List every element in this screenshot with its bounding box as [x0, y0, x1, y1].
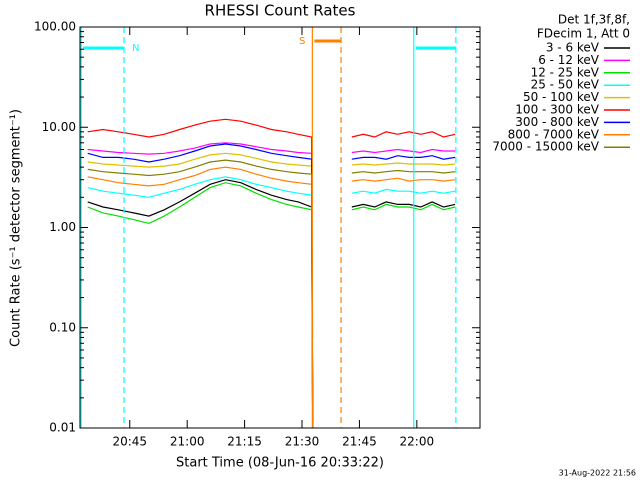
series-line [87, 176, 456, 338]
y-tick-label: 100.00 [34, 20, 76, 34]
x-tick-label: 21:00 [170, 435, 205, 449]
y-tick-label: 0.10 [49, 320, 76, 334]
series-line [87, 142, 456, 398]
legend-label: 3 - 6 keV [546, 41, 600, 55]
series-line [87, 118, 456, 429]
y-tick-label: 0.01 [49, 421, 76, 435]
legend-label: 6 - 12 keV [538, 53, 600, 67]
x-tick-label: 21:30 [285, 435, 320, 449]
x-axis-title: Start Time (08-Jun-16 20:33:22) [176, 456, 384, 471]
legend-label: 25 - 50 keV [531, 78, 600, 92]
y-tick-label: 1.00 [49, 220, 76, 234]
x-tick-label: 21:15 [227, 435, 262, 449]
series-line [87, 152, 456, 429]
legend-label: 7000 - 15000 keV [492, 140, 599, 154]
x-tick-label: 22:00 [400, 435, 435, 449]
legend-label: 12 - 25 keV [531, 65, 600, 79]
x-tick-label: 20:45 [112, 435, 147, 449]
interval-label: S [299, 36, 305, 47]
legend-label: 300 - 800 keV [515, 115, 599, 129]
series-line [87, 179, 456, 429]
footer: 31-Aug-2022 21:56 [559, 469, 636, 478]
interval-label: N [132, 43, 139, 54]
series-line [87, 143, 456, 429]
chart-title: RHESSI Count Rates [205, 2, 356, 20]
legend-label: 50 - 100 keV [523, 90, 600, 104]
series-line [87, 166, 456, 429]
series-line [87, 159, 456, 429]
legend-header: FDecim 1, Att 0 [537, 27, 630, 41]
x-tick-label: 21:45 [342, 435, 377, 449]
legend-label: 800 - 7000 keV [508, 127, 600, 141]
legend-header: Det 1f,3f,8f, [558, 13, 630, 27]
series-line [87, 182, 456, 429]
y-tick-label: 10.00 [42, 120, 76, 134]
y-axis-title: Count Rate (s⁻¹ detector segment⁻¹) [9, 109, 24, 347]
legend-label: 100 - 300 keV [515, 103, 599, 117]
